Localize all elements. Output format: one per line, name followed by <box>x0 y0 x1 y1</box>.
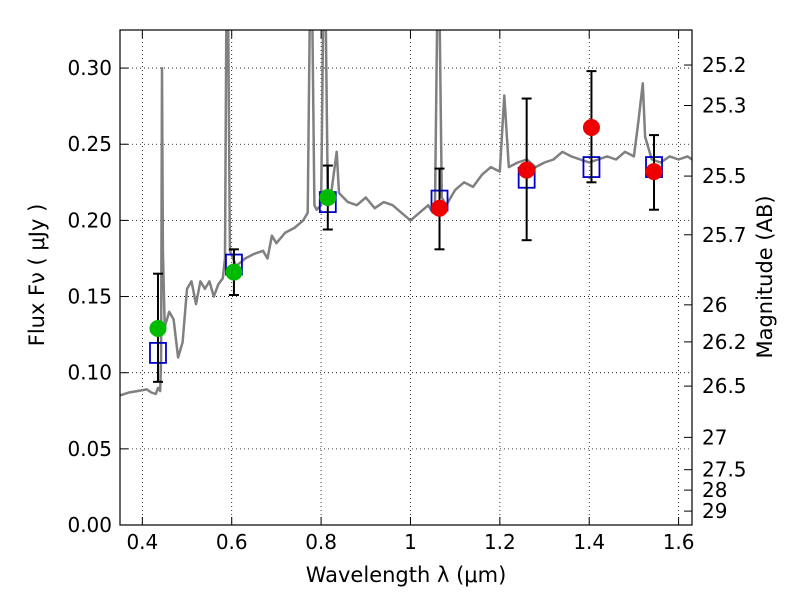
observed-point <box>225 263 243 281</box>
y2-tick-label: 25.2 <box>702 53 747 77</box>
y-tick-label: 0.25 <box>67 132 112 156</box>
y2-tick-label: 29 <box>702 499 727 523</box>
y2-tick-label: 25.7 <box>702 223 747 247</box>
y-tick-label: 0.20 <box>67 208 112 232</box>
observed-point <box>582 118 600 136</box>
observed-points-series <box>149 70 663 383</box>
y2-tick-label: 26 <box>702 293 727 317</box>
x-axis-label: Wavelength λ (μm) <box>306 563 507 587</box>
spectrum-line <box>120 30 692 397</box>
plot-frame <box>119 29 693 526</box>
observed-point <box>518 161 536 179</box>
spectrum-series <box>120 30 692 397</box>
x-tick-label: 0.4 <box>126 530 158 554</box>
y-tick-label: 0.00 <box>67 513 112 537</box>
x-tick-label: 1.6 <box>663 530 695 554</box>
axes <box>119 29 693 526</box>
y2-tick-label: 27.5 <box>702 458 747 482</box>
y2-axis-label: Magnitude (AB) <box>753 195 777 358</box>
tick-labels: 0.4 0.6 0.8 1 1.2 1.4 1.6 0.00 0.05 0.10 0.15 0.20 0… <box>67 53 746 554</box>
y-tick-label: 0.15 <box>67 285 112 309</box>
x-tick-label: 1 <box>404 530 417 554</box>
tick-marks <box>120 30 692 526</box>
observed-point <box>645 163 663 181</box>
grid-lines <box>120 30 692 526</box>
y-tick-label: 0.05 <box>67 437 112 461</box>
y-tick-label: 0.30 <box>67 56 112 80</box>
y2-tick-label: 25.5 <box>702 164 747 188</box>
y2-tick-label: 26.2 <box>702 330 747 354</box>
y2-tick-label: 26.5 <box>702 374 747 398</box>
y2-tick-label: 28 <box>702 478 727 502</box>
x-tick-label: 1.4 <box>573 530 605 554</box>
observed-point <box>319 189 337 207</box>
x-tick-label: 0.6 <box>216 530 248 554</box>
y2-tick-label: 27 <box>702 425 727 449</box>
observed-point <box>149 320 167 338</box>
model-points-series <box>149 156 663 364</box>
x-tick-label: 1.2 <box>484 530 516 554</box>
y-axis-label: Flux Fν ( μJy ) <box>25 204 49 347</box>
x-tick-label: 0.8 <box>305 530 337 554</box>
y2-tick-label: 25.3 <box>702 94 747 118</box>
y-tick-label: 0.10 <box>67 361 112 385</box>
observed-point <box>431 199 449 217</box>
